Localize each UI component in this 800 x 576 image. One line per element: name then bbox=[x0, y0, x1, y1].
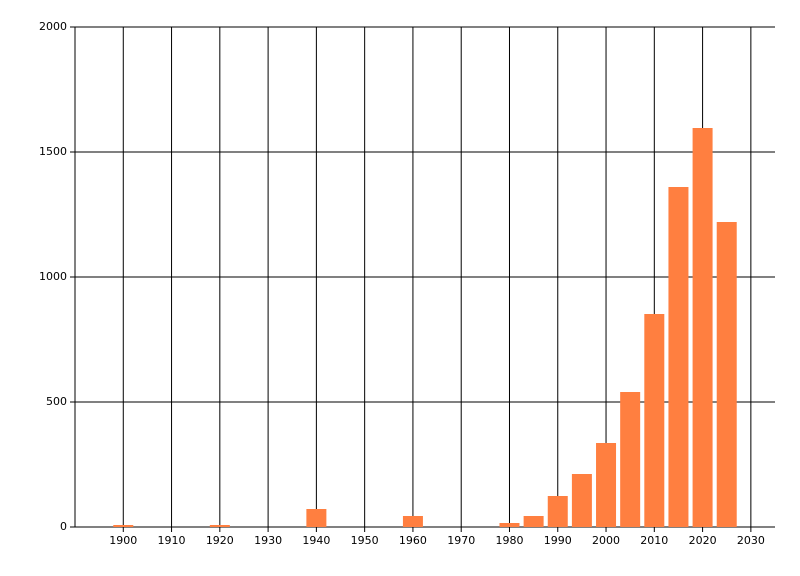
y-tick-label: 1500 bbox=[39, 145, 67, 158]
bar bbox=[668, 187, 689, 527]
bar bbox=[547, 496, 568, 527]
bar bbox=[596, 443, 617, 527]
bar bbox=[692, 128, 713, 527]
bar bbox=[402, 516, 423, 527]
y-tick-label: 500 bbox=[46, 395, 67, 408]
x-tick-label: 1910 bbox=[158, 534, 186, 547]
y-tick-label: 1000 bbox=[39, 270, 67, 283]
bar bbox=[620, 392, 641, 527]
x-tick-label: 2020 bbox=[689, 534, 717, 547]
bar bbox=[306, 509, 327, 527]
y-tick-label: 2000 bbox=[39, 20, 67, 33]
bar bbox=[571, 474, 592, 527]
x-tick-label: 1900 bbox=[109, 534, 137, 547]
bar bbox=[644, 314, 665, 527]
x-tick-label: 1970 bbox=[447, 534, 475, 547]
x-tick-label: 1990 bbox=[544, 534, 572, 547]
bar bbox=[209, 525, 230, 527]
bar bbox=[523, 516, 544, 527]
bar bbox=[499, 523, 520, 527]
x-tick-label: 1950 bbox=[351, 534, 379, 547]
x-tick-label: 1930 bbox=[254, 534, 282, 547]
y-tick-label: 0 bbox=[60, 520, 67, 533]
x-tick-label: 1980 bbox=[495, 534, 523, 547]
x-tick-label: 2030 bbox=[737, 534, 765, 547]
x-tick-label: 1960 bbox=[399, 534, 427, 547]
x-tick-label: 1940 bbox=[302, 534, 330, 547]
bar bbox=[716, 222, 737, 527]
bar bbox=[113, 525, 134, 527]
x-tick-label: 2000 bbox=[592, 534, 620, 547]
x-tick-label: 1920 bbox=[206, 534, 234, 547]
x-tick-label: 2010 bbox=[640, 534, 668, 547]
